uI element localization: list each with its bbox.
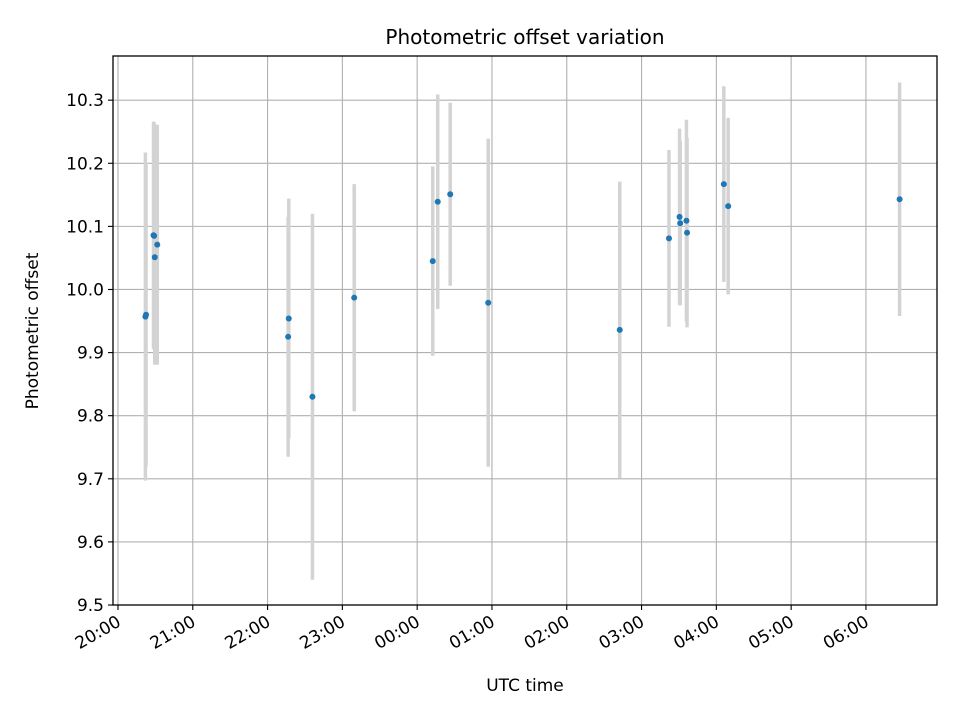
data-point <box>285 315 292 322</box>
x-tick-label: 01:00 <box>446 612 498 654</box>
data-point <box>434 198 441 205</box>
data-point <box>665 235 672 242</box>
data-point <box>896 196 903 203</box>
data-point <box>143 311 150 318</box>
data-point <box>151 254 158 261</box>
x-tick-label: 05:00 <box>745 612 797 654</box>
x-tick-label: 23:00 <box>296 612 348 654</box>
data-point <box>676 213 683 220</box>
data-point <box>720 181 727 188</box>
x-tick-label: 06:00 <box>820 612 872 654</box>
plot-frame <box>112 55 938 606</box>
data-point <box>351 294 358 301</box>
y-tick-label: 10.3 <box>66 91 104 111</box>
x-tick-label: 20:00 <box>72 612 124 654</box>
chart-title: Photometric offset variation <box>385 25 664 49</box>
x-tick-label: 21:00 <box>147 612 199 654</box>
y-tick-label: 9.7 <box>77 470 104 490</box>
y-tick-label: 9.5 <box>77 596 104 616</box>
x-axis-ticks: 20:00 21:00 22:00 23:00 00:00 01:00 02:00 03:00… <box>72 605 872 654</box>
data-point <box>684 229 691 236</box>
data-point <box>616 326 623 333</box>
x-axis-label: UTC time <box>486 676 564 696</box>
data-point <box>683 217 690 224</box>
x-tick-label: 02:00 <box>521 612 573 654</box>
x-tick-label: 04:00 <box>670 612 722 654</box>
data-point <box>677 220 684 227</box>
y-tick-label: 9.9 <box>77 344 104 364</box>
y-tick-label: 10.0 <box>66 280 104 300</box>
data-point <box>725 203 732 210</box>
y-axis-label: Photometric offset <box>23 252 43 409</box>
x-tick-label: 00:00 <box>371 612 423 654</box>
y-tick-label: 10.2 <box>66 154 104 174</box>
y-tick-label: 9.8 <box>77 407 104 427</box>
y-tick-label: 9.6 <box>77 533 104 553</box>
data-point <box>429 258 436 265</box>
data-point <box>151 232 158 239</box>
data-point <box>285 333 292 340</box>
y-axis-ticks: 9.5 9.6 9.7 9.8 9.9 10.0 10.1 10.2 10.3 <box>66 91 113 616</box>
grid-layer <box>113 56 937 606</box>
point-layer <box>142 181 903 400</box>
errorbar-layer <box>143 82 902 580</box>
data-point <box>154 241 161 248</box>
x-tick-label: 22:00 <box>222 612 274 654</box>
x-tick-label: 03:00 <box>596 612 648 654</box>
data-point <box>485 299 492 306</box>
y-tick-label: 10.1 <box>66 217 104 237</box>
data-point <box>309 393 316 400</box>
data-point <box>447 191 454 198</box>
